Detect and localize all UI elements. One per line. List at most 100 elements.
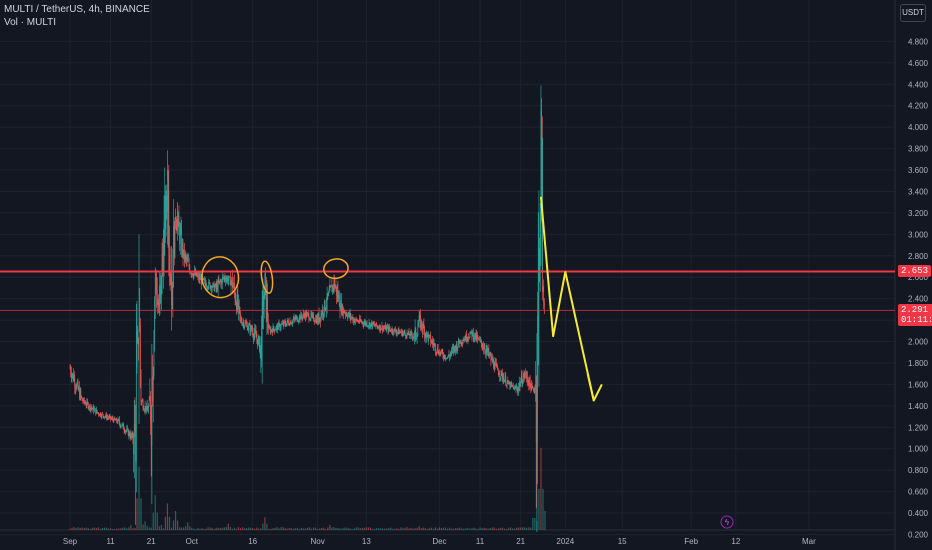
candle-body [195,271,197,275]
volume-bar [329,524,331,530]
candle-body [143,408,145,410]
candle-body [451,348,453,350]
candle-body [97,412,99,414]
candle-body [145,406,147,411]
candle-body [269,327,270,329]
x-tick-label: Mar [802,537,816,546]
symbol-title[interactable]: MULTI / TetherUS, 4h, BINANCE [4,4,150,15]
candle-body [518,382,520,387]
candle-body [117,419,119,423]
y-tick-label: 2.400 [908,295,929,304]
volume-bar [195,528,197,530]
volume-bar [442,527,445,530]
candle-body [204,280,206,281]
candle-body [81,397,83,401]
candle-body [268,327,270,329]
candle-body [445,358,447,360]
candle-body [71,373,72,378]
candle-body [347,314,349,318]
volume-bar [477,528,479,530]
currency-button[interactable]: USDT [900,4,926,22]
candle-body [198,276,200,280]
volume-bar [83,527,85,530]
volume-bar [408,528,410,530]
volume-bar [146,525,148,530]
candle-body [204,280,206,284]
candle-body [163,256,164,274]
candle-body [100,413,101,417]
candle-body [508,382,510,385]
volume-bar [461,528,463,530]
volume-bar [310,528,313,530]
candle-body [535,384,536,389]
volume-bar [534,517,536,530]
candle-body [136,331,138,368]
candle-body [216,284,218,288]
candle-body [236,294,238,312]
volume-bar [246,528,248,530]
candle-body [443,355,444,358]
volume-bar [323,527,325,530]
volume-indicator-label[interactable]: Vol · MULTI [4,17,57,28]
y-tick-label: 3.400 [908,187,929,196]
candle-body [171,282,173,306]
candle-body [420,320,422,328]
candle-body [157,302,159,305]
candle-body [181,229,182,254]
candle-body [399,331,401,333]
candle-body [278,323,280,325]
volume-bar [428,527,430,530]
candle-body [190,272,192,275]
candle-body [351,317,352,319]
candle-body [422,327,423,331]
candle-body [496,365,498,367]
candle-body [102,413,103,415]
candle-body [115,418,117,421]
candle-body [369,322,371,328]
candle-body [336,290,338,296]
candle-body [401,330,402,333]
candle-body [475,333,477,339]
candle-body [372,322,374,325]
volume-bar [142,524,144,530]
candle-body [237,294,239,309]
candle-body [106,414,107,419]
volume-bar [107,528,110,530]
candle-body [261,336,262,361]
x-tick-label: 21 [147,537,156,546]
candle-body [437,347,439,353]
volume-bar [79,527,81,530]
volume-bar [225,526,227,530]
candle-body [233,283,235,286]
candle-body [122,423,124,425]
candle-body [420,315,421,328]
candle-body [240,314,241,319]
candle-body [533,389,535,392]
candle-body [219,280,221,282]
candle-body [88,407,90,409]
candle-body [433,344,435,346]
candle-body [322,309,323,316]
candle-body [165,196,167,230]
volume-bar [292,528,294,530]
candle-body [365,321,367,325]
candle-body [349,312,350,317]
candle-body [374,325,376,327]
candle-body [468,337,469,339]
candle-body [295,317,297,320]
y-tick-label: 2.000 [908,338,929,347]
candle-body [490,354,492,360]
candle-body [301,316,303,319]
candle-body [375,322,377,326]
candle-body [184,249,185,260]
candle-body [72,373,74,375]
volume-bar [290,528,292,530]
candle-body [485,349,487,354]
candle-body [449,355,450,357]
volume-bar [509,527,512,530]
candle-body [250,326,252,331]
volume-bar [278,528,280,530]
candle-body [310,313,312,319]
